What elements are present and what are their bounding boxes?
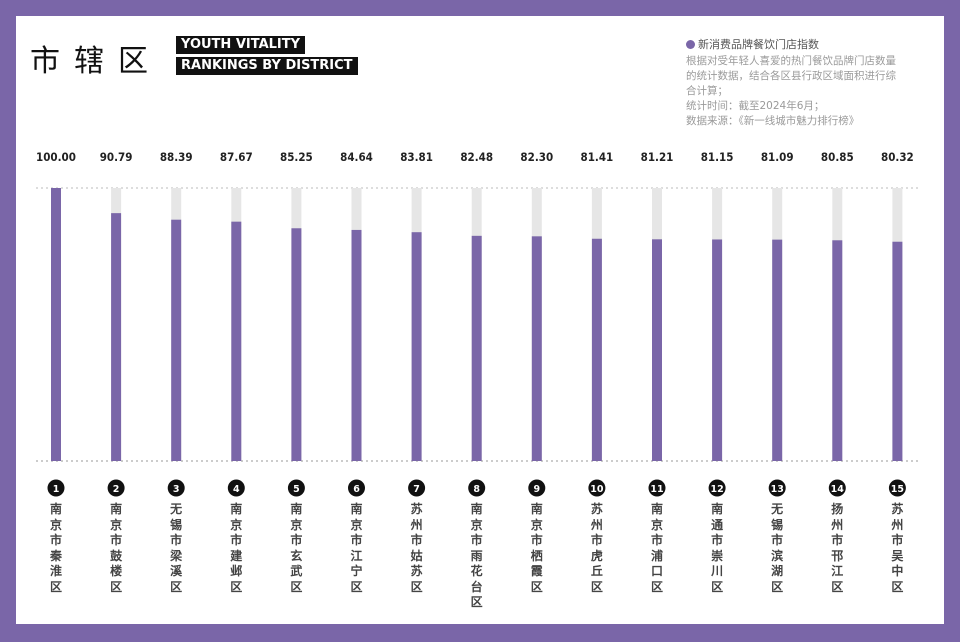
chart-notes: 根据对受年轻人喜爱的热门餐饮品牌门店数量 的统计数据，结合各区县行政区域面积进行… [686, 54, 931, 129]
rank-badge [468, 479, 486, 497]
rank-badge [828, 479, 846, 497]
rank-badge [588, 479, 606, 497]
value-label: 82.48 [460, 150, 493, 164]
bar [832, 240, 843, 461]
note-line: 统计时间：截至2024年6月； [686, 100, 825, 112]
district-label: 南京市玄武区 [290, 502, 303, 594]
value-label: 81.21 [641, 150, 674, 164]
district-label: 南京市栖霞区 [530, 502, 543, 594]
rank-badge [47, 479, 65, 497]
bar [231, 221, 242, 461]
value-label: 81.15 [701, 150, 734, 164]
rank-badge [768, 479, 786, 497]
value-label: 84.64 [340, 150, 373, 164]
note-line: 合计算； [686, 85, 728, 97]
district-label: 无锡市梁溪区 [170, 502, 183, 594]
chart-title-en-line2: RANKINGS BY DISTRICT [176, 57, 358, 75]
rank-badge [708, 479, 726, 497]
rank-number: 3 [173, 484, 180, 495]
district-label: 苏州市虎丘区 [590, 502, 603, 594]
rank-badge [348, 479, 365, 497]
note-line: 的统计数据，结合各区县行政区域面积进行综 [686, 70, 896, 82]
value-label: 82.30 [520, 150, 553, 164]
rank-badge [287, 479, 305, 497]
district-label: 南京市秦淮区 [49, 502, 62, 594]
legend-label: 新消费品牌餐饮门店指数 [698, 38, 819, 51]
rank-number: 6 [353, 484, 360, 495]
value-label: 87.67 [220, 150, 253, 164]
rank-number: 4 [233, 484, 240, 495]
value-label: 85.25 [280, 150, 313, 164]
chart-panel: 市辖区 YOUTH VITALITY RANKINGS BY DISTRICT … [16, 16, 944, 624]
district-label: 南通市崇川区 [711, 502, 724, 594]
chart-title-en-line1: YOUTH VITALITY [176, 36, 306, 54]
district-label: 南京市建邺区 [230, 502, 243, 594]
bar [772, 239, 783, 461]
bar [471, 235, 482, 461]
rank-badge [107, 479, 125, 497]
chart-title-en: YOUTH VITALITY RANKINGS BY DISTRICT [176, 36, 358, 78]
bar-chart: 100.00 1 90.79 2 88.39 3 87.67 4 85.25 5 84.64 6 83.… [36, 150, 921, 497]
district-label: 南京市雨花台区 [470, 502, 483, 609]
district-label: 苏州市吴中区 [891, 502, 904, 594]
rank-number: 5 [293, 484, 300, 495]
value-label: 83.81 [400, 150, 433, 164]
bar [351, 229, 362, 461]
district-label: 南京市江宁区 [350, 502, 363, 594]
note-line: 数据来源：《新一线城市魅力排行榜》 [686, 115, 860, 127]
rank-number: 1 [53, 484, 60, 495]
bar [652, 239, 662, 461]
rank-badge [648, 479, 666, 497]
value-label: 88.39 [160, 150, 193, 164]
rank-badge [227, 479, 245, 497]
bar [411, 232, 422, 461]
bar [51, 188, 61, 461]
bar [531, 236, 542, 461]
legend: 新消费品牌餐饮门店指数 [686, 36, 819, 52]
district-label: 苏州市姑苏区 [410, 502, 423, 594]
district-label: 扬州市邗江区 [831, 502, 844, 594]
bar [171, 219, 182, 461]
bar [892, 241, 903, 461]
rank-number: 2 [113, 484, 120, 495]
bar [291, 228, 302, 461]
bar [712, 239, 723, 461]
value-label: 90.79 [100, 150, 133, 164]
value-label: 81.41 [581, 150, 614, 164]
rank-badge [528, 479, 546, 497]
value-label: 81.09 [761, 150, 794, 164]
district-label: 无锡市滨湖区 [771, 502, 784, 594]
rank-number: 15 [891, 484, 904, 495]
rank-number: 7 [413, 484, 420, 495]
value-label: 80.85 [821, 150, 854, 164]
bar [591, 238, 602, 461]
rank-number: 12 [710, 484, 723, 495]
rank-number: 13 [771, 484, 784, 495]
note-line: 根据对受年轻人喜爱的热门餐饮品牌门店数量 [686, 55, 896, 67]
value-label: 100.00 [36, 150, 76, 164]
rank-badge [408, 479, 426, 497]
rank-number: 11 [650, 484, 663, 495]
value-label: 80.32 [881, 150, 914, 164]
district-label: 南京市浦口区 [650, 502, 663, 594]
legend-swatch [686, 40, 695, 49]
chart-title-cn: 市辖区 [30, 44, 162, 79]
rank-number: 9 [533, 484, 540, 495]
rank-badge [167, 479, 185, 497]
district-label: 南京市鼓楼区 [110, 502, 123, 594]
rank-number: 10 [590, 484, 604, 495]
bar [111, 213, 122, 461]
rank-number: 14 [831, 484, 845, 495]
rank-badge [888, 479, 906, 497]
rank-number: 8 [473, 484, 480, 495]
